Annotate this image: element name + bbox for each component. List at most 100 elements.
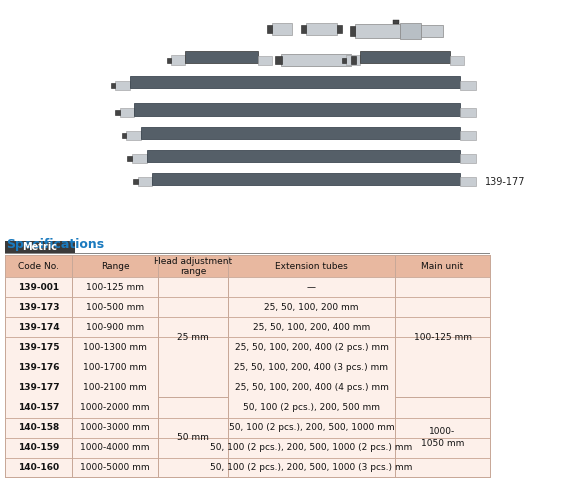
Bar bbox=[5, 438, 490, 439]
Bar bbox=[5, 378, 490, 398]
Text: 50, 100 (2 pcs.), 200, 500, 1000 (3 pcs.) mm: 50, 100 (2 pcs.), 200, 500, 1000 (3 pcs.… bbox=[210, 463, 413, 473]
Text: 50, 100 (2 pcs.), 200, 500, 1000 (2 pcs.) mm: 50, 100 (2 pcs.), 200, 500, 1000 (2 pcs.… bbox=[210, 443, 413, 452]
Text: 100-2100 mm: 100-2100 mm bbox=[83, 383, 147, 392]
Bar bbox=[346, 55, 360, 65]
Text: 1000-3000 mm: 1000-3000 mm bbox=[80, 423, 150, 432]
Text: Extension tubes: Extension tubes bbox=[275, 262, 348, 271]
Bar bbox=[185, 51, 258, 63]
Text: Head adjustment
range: Head adjustment range bbox=[154, 256, 232, 276]
Text: 139-175: 139-175 bbox=[17, 343, 59, 352]
Bar bbox=[5, 337, 490, 357]
Bar bbox=[460, 131, 476, 140]
Text: 1000-2000 mm: 1000-2000 mm bbox=[80, 403, 150, 412]
Bar bbox=[490, 255, 491, 478]
Bar bbox=[122, 133, 126, 138]
Text: 100-900 mm: 100-900 mm bbox=[86, 323, 144, 332]
Text: Specifications: Specifications bbox=[6, 238, 104, 251]
Text: 140-159: 140-159 bbox=[18, 443, 59, 452]
Text: 139-001: 139-001 bbox=[18, 283, 59, 292]
Bar bbox=[5, 297, 490, 318]
Bar bbox=[337, 25, 342, 33]
Bar bbox=[72, 255, 73, 478]
Text: 25, 50, 100, 200, 400 (4 pcs.) mm: 25, 50, 100, 200, 400 (4 pcs.) mm bbox=[235, 383, 389, 392]
Text: 25, 50, 100, 200 mm: 25, 50, 100, 200 mm bbox=[265, 303, 359, 312]
Text: 140-160: 140-160 bbox=[18, 463, 59, 473]
Text: 25, 50, 100, 200, 400 (2 pcs.) mm: 25, 50, 100, 200, 400 (2 pcs.) mm bbox=[235, 343, 389, 352]
Bar bbox=[421, 25, 443, 37]
Bar bbox=[115, 110, 120, 115]
Text: 139-174: 139-174 bbox=[17, 323, 59, 332]
Text: —: — bbox=[307, 283, 316, 292]
Bar bbox=[227, 255, 228, 478]
Bar bbox=[258, 56, 272, 65]
Bar bbox=[272, 23, 292, 35]
Text: 140-158: 140-158 bbox=[18, 423, 59, 432]
Bar bbox=[147, 150, 460, 162]
Bar bbox=[5, 277, 490, 278]
Bar bbox=[5, 357, 490, 378]
Bar bbox=[5, 337, 490, 338]
Bar bbox=[450, 56, 464, 65]
Bar bbox=[394, 255, 395, 478]
Bar bbox=[5, 255, 490, 256]
Bar bbox=[460, 155, 476, 163]
Bar bbox=[5, 398, 490, 418]
Bar bbox=[120, 108, 134, 117]
Bar bbox=[5, 297, 490, 298]
Text: 50, 100 (2 pcs.), 200, 500, 1000 mm: 50, 100 (2 pcs.), 200, 500, 1000 mm bbox=[228, 423, 394, 432]
Text: 1000-5000 mm: 1000-5000 mm bbox=[80, 463, 150, 473]
Bar bbox=[460, 177, 476, 186]
Bar bbox=[5, 357, 490, 358]
Bar bbox=[395, 397, 490, 398]
Text: Code No.: Code No. bbox=[18, 262, 59, 271]
Bar bbox=[5, 252, 490, 254]
Bar bbox=[126, 131, 141, 140]
Bar bbox=[134, 103, 460, 115]
Text: 139-177: 139-177 bbox=[17, 383, 59, 392]
Bar bbox=[460, 108, 476, 117]
Text: 100-125 mm: 100-125 mm bbox=[413, 333, 472, 342]
Bar bbox=[132, 154, 147, 164]
Bar bbox=[350, 26, 355, 36]
Bar bbox=[5, 318, 490, 337]
Text: Metric: Metric bbox=[23, 242, 58, 252]
Text: 1000-
1050 mm: 1000- 1050 mm bbox=[421, 427, 464, 448]
Bar bbox=[152, 173, 460, 185]
Bar bbox=[5, 458, 490, 478]
Text: 100-1300 mm: 100-1300 mm bbox=[83, 343, 147, 352]
Text: Main unit: Main unit bbox=[421, 262, 464, 271]
Bar bbox=[5, 477, 490, 478]
Text: 139-176: 139-176 bbox=[17, 363, 59, 372]
Bar bbox=[133, 179, 138, 184]
Text: 50 mm: 50 mm bbox=[177, 433, 209, 442]
Bar bbox=[171, 55, 185, 65]
Text: Range: Range bbox=[101, 262, 129, 271]
Bar bbox=[5, 398, 490, 399]
Bar bbox=[5, 438, 490, 458]
Bar bbox=[157, 255, 158, 478]
Text: 100-1700 mm: 100-1700 mm bbox=[83, 363, 147, 372]
Text: 25, 50, 100, 200, 400 (3 pcs.) mm: 25, 50, 100, 200, 400 (3 pcs.) mm bbox=[235, 363, 389, 372]
Bar bbox=[360, 51, 450, 63]
Bar bbox=[393, 20, 399, 24]
Bar bbox=[355, 24, 400, 38]
Text: 50, 100 (2 pcs.), 200, 500 mm: 50, 100 (2 pcs.), 200, 500 mm bbox=[243, 403, 380, 412]
Bar bbox=[275, 56, 282, 64]
Bar bbox=[351, 56, 356, 64]
Bar bbox=[5, 241, 75, 253]
Bar bbox=[130, 77, 460, 88]
Bar bbox=[400, 23, 421, 39]
Text: 25 mm: 25 mm bbox=[177, 333, 209, 342]
Bar bbox=[5, 255, 6, 478]
Bar bbox=[5, 418, 490, 438]
Bar bbox=[5, 277, 490, 297]
Text: 139-173: 139-173 bbox=[17, 303, 59, 312]
Bar bbox=[267, 25, 272, 33]
Bar bbox=[167, 58, 171, 63]
Text: 139-177: 139-177 bbox=[485, 177, 526, 187]
Bar bbox=[158, 397, 228, 398]
Bar bbox=[281, 54, 351, 66]
Bar bbox=[301, 25, 306, 33]
Text: 25, 50, 100, 200, 400 mm: 25, 50, 100, 200, 400 mm bbox=[253, 323, 370, 332]
Text: 1000-4000 mm: 1000-4000 mm bbox=[80, 443, 150, 452]
